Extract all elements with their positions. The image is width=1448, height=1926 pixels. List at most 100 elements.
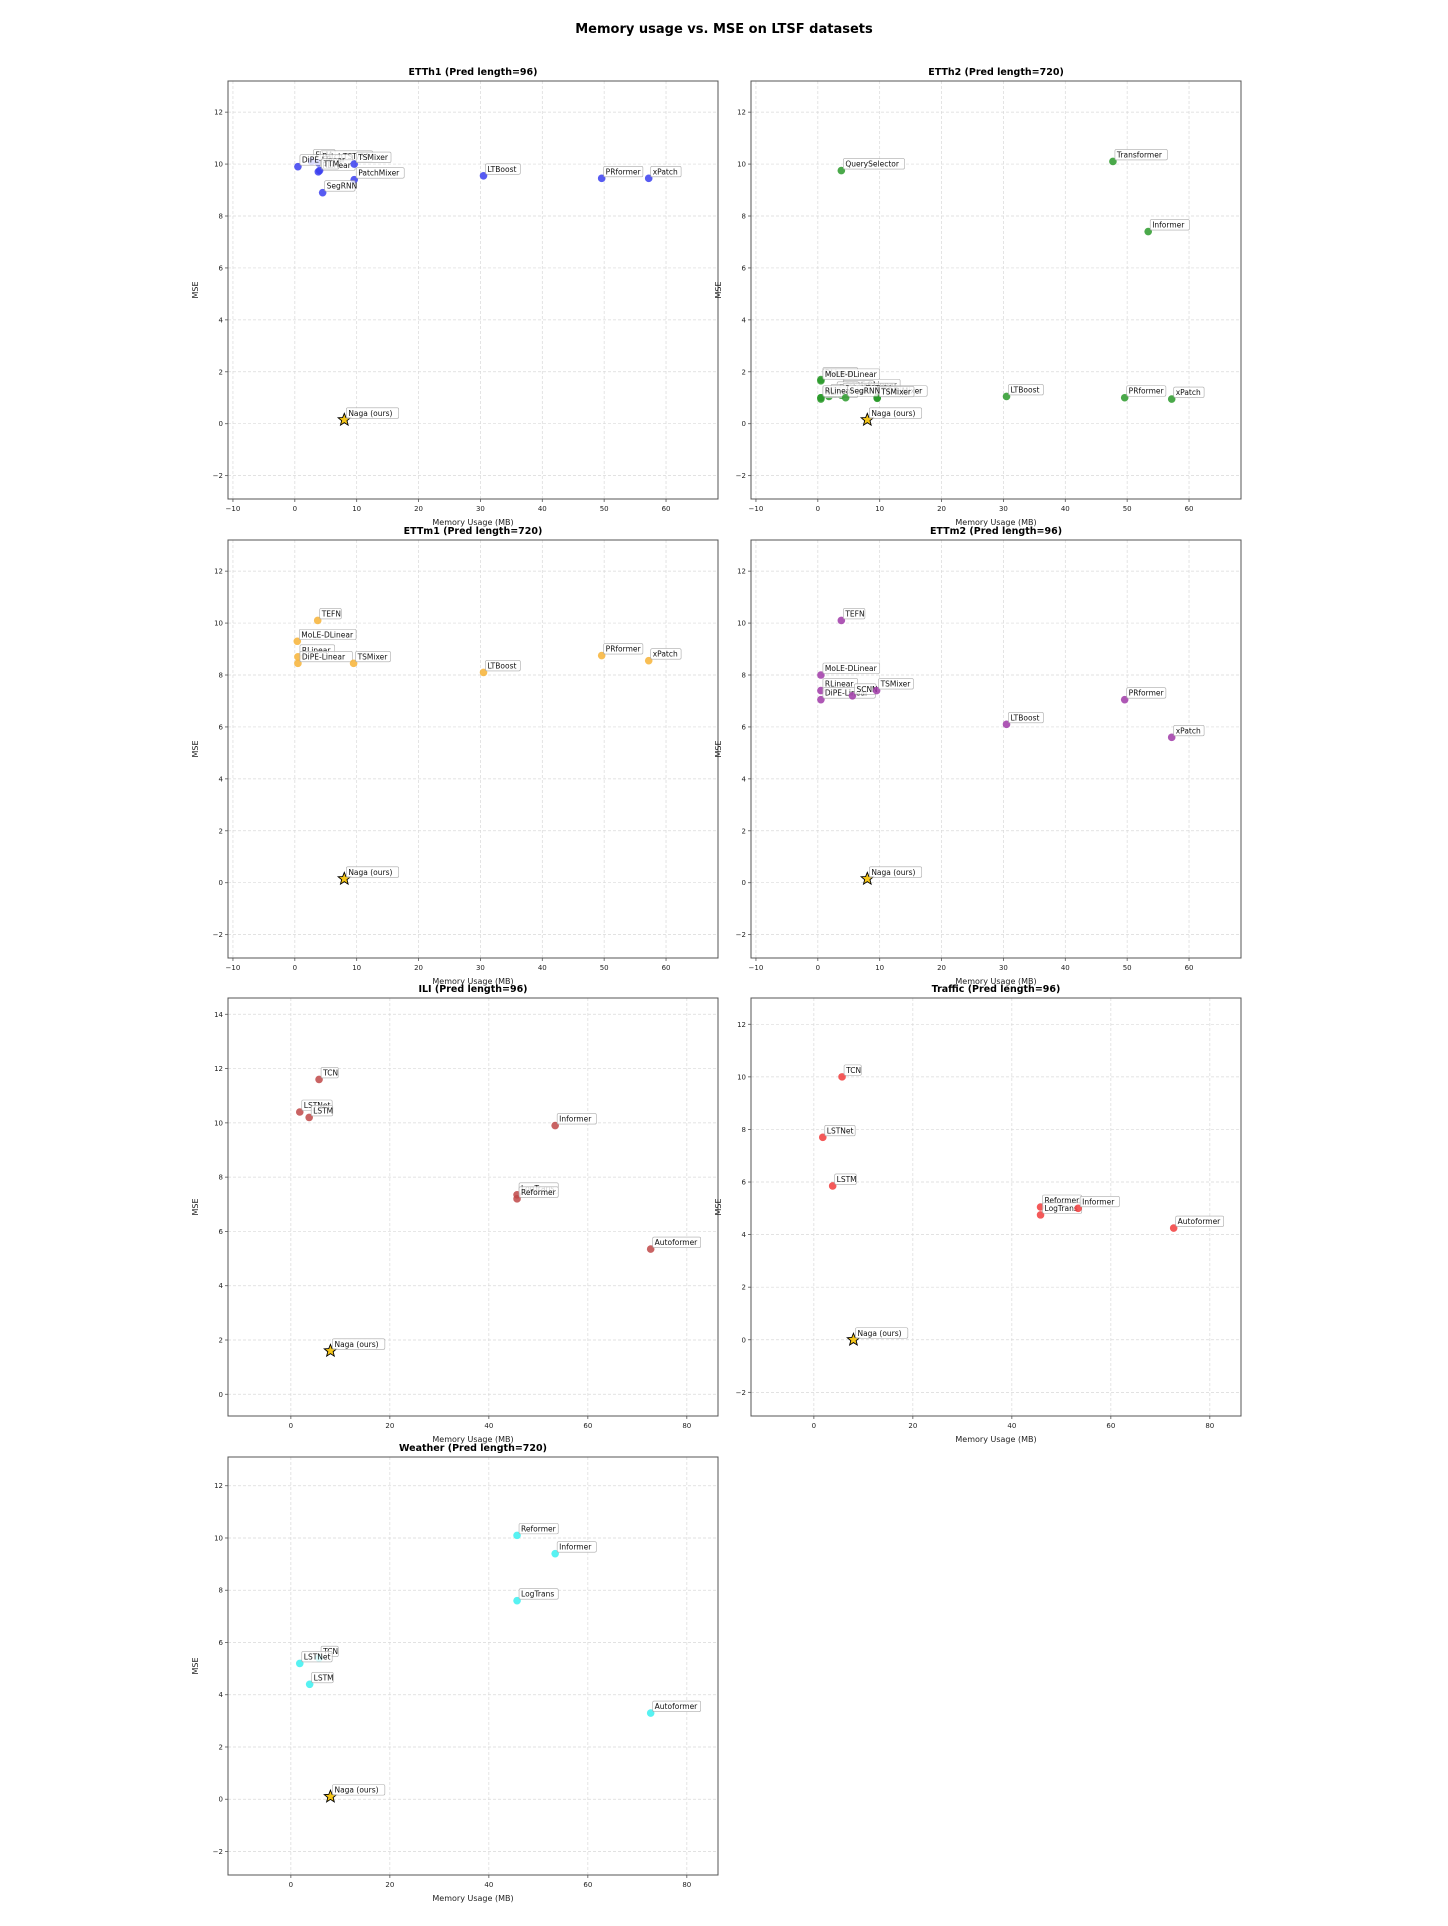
point-label: LTBoost [488,165,517,174]
data-point [313,616,322,625]
y-tick-label: 0 [742,420,746,428]
point-label: Autoformer [655,1238,699,1247]
x-tick-label: 30 [476,505,485,513]
point-label: RLinear [302,646,331,655]
point-label: Autoformer [1178,1217,1222,1226]
point-label: TEFN [321,609,341,618]
data-point [872,686,881,695]
y-axis-label: MSE [191,1198,200,1215]
axes-frame [750,80,1242,500]
point-label: RLinear [825,387,854,396]
data-point [305,1680,314,1689]
data-point [646,1709,655,1717]
y-tick-label: 2 [742,368,746,376]
point-label: TSMixer [880,387,912,396]
data-point [305,1113,313,1122]
x-tick-label: 50 [600,964,609,972]
point-label: Naga (ours) [857,1329,901,1338]
y-tick-label: 12 [214,568,223,576]
subplot-title: ETTm1 (Pred length=720) [404,526,543,537]
x-tick-label: 10 [875,505,884,513]
data-point [349,659,358,668]
y-tick-label: 12 [214,1482,223,1490]
subplot-ili: ILI (Pred length=96) 0 20 40 60 80 0 2 4 6 8 10 12 14… [180,972,725,1444]
point-label: xPatch [653,167,678,176]
data-point [841,393,850,402]
data-point [1167,733,1176,742]
x-tick-label: −10 [226,964,241,972]
axes-frame [227,1456,719,1876]
data-point [828,1182,837,1190]
x-tick-label: 50 [600,505,609,513]
data-point [838,1073,846,1081]
point-label: Naga (ours) [348,409,392,418]
x-tick-label: −10 [749,505,764,513]
y-tick-label: −2 [736,931,746,939]
point-label: SegRNN [850,387,881,396]
data-point [817,393,825,402]
data-point [295,1108,304,1116]
y-tick-label: 10 [214,620,223,628]
point-label: TSMixer [357,153,389,162]
y-axis-label: MSE [191,281,200,298]
axes-frame [227,997,719,1417]
y-tick-label: 10 [737,620,746,628]
data-point [1002,720,1011,729]
x-tick-label: 10 [352,964,361,972]
x-tick-label: 20 [937,505,946,513]
axes-frame [227,80,719,500]
data-point [817,377,825,385]
x-axis-label: Memory Usage (MB) [432,1894,513,1903]
x-tick-label: 20 [414,505,423,513]
subplot-title: ILI (Pred length=96) [418,984,527,995]
data-point [817,671,825,679]
y-tick-label: 4 [219,1282,224,1290]
y-tick-label: −2 [213,1848,223,1856]
data-point [513,1195,521,1203]
point-label: PatchMixer [358,169,400,178]
data-point [318,188,327,197]
data-point [848,691,857,700]
y-tick-label: 8 [742,213,746,221]
point-label: TSMixer [357,652,389,661]
x-tick-label: 20 [908,1422,917,1430]
y-axis-label: MSE [714,740,723,757]
point-label: Reformer [521,1524,557,1533]
point-label: MoLE-DLinear [301,630,354,639]
y-tick-label: 10 [737,1073,746,1081]
data-point [837,616,846,625]
data-point [315,166,324,175]
y-tick-label: −2 [736,1389,746,1397]
x-tick-label: −10 [226,505,241,513]
x-tick-label: 20 [385,1422,394,1430]
x-tick-label: 40 [484,1881,493,1889]
point-label: Informer [1152,221,1185,230]
point-label: DiPE-Linear [825,689,869,698]
x-tick-label: 10 [875,964,884,972]
x-tick-label: 80 [682,1881,691,1889]
point-label: Reformer [521,1188,557,1197]
subplot-weather: Weather (Pred length=720) 0 20 40 60 80 −2 0 2 4 6… [180,1431,725,1903]
y-tick-label: 2 [219,827,223,835]
y-tick-label: −2 [736,472,746,480]
y-tick-label: −2 [213,472,223,480]
y-tick-label: 12 [737,109,746,117]
point-label: Naga (ours) [334,1340,378,1349]
y-tick-label: 8 [219,1587,223,1595]
data-point [551,1549,559,1558]
point-label: Autoformer [655,1702,699,1711]
point-label: xPatch [653,650,678,659]
y-tick-label: 12 [737,568,746,576]
subplot-title: ETTh2 (Pred length=720) [928,67,1064,78]
data-point [294,162,302,171]
point-label: PRformer [1129,387,1165,396]
x-tick-label: 60 [662,505,671,513]
y-tick-label: 4 [742,1231,747,1239]
y-tick-label: 12 [214,109,223,117]
point-label: Informer [559,1543,592,1552]
data-point [479,668,488,677]
subplot-traffic: Traffic (Pred length=96) 0 20 40 60 80 −2 0 2 4 6 8… [703,972,1248,1444]
x-axis-label: Memory Usage (MB) [432,518,513,527]
y-tick-label: 4 [219,775,224,783]
point-label: SCNN [856,685,877,694]
